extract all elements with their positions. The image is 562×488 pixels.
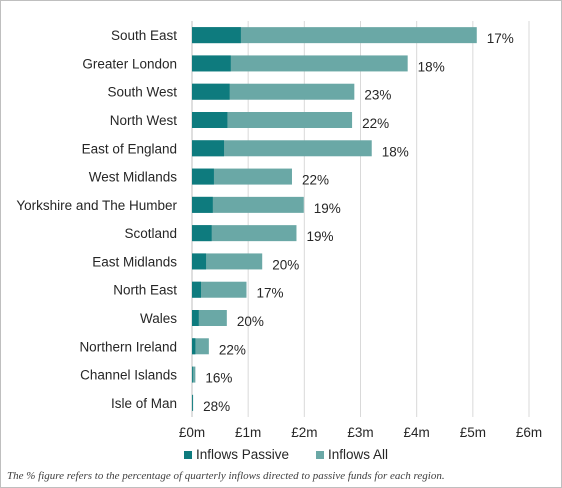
data-label: 28% (203, 399, 230, 414)
footnote: The % figure refers to the percentage of… (7, 470, 445, 482)
bar-inflows-all-west-midlands (192, 168, 292, 185)
bar-inflows-all-south-east (192, 27, 477, 44)
bar-inflows-passive-west-midlands (192, 168, 214, 185)
legend-swatch-inflows-all (316, 451, 324, 459)
bar-inflows-passive-east-of-england (192, 140, 225, 157)
data-label: 20% (237, 314, 264, 329)
category-label: Channel Islands (80, 368, 177, 383)
bar-inflows-passive-east-midlands (192, 253, 207, 270)
category-label: Northern Ireland (79, 339, 177, 354)
bar-chart: South East Greater London South West North … (16, 21, 542, 462)
category-label: South East (111, 28, 177, 43)
category-label: East of England (82, 141, 177, 156)
category-label: West Midlands (89, 170, 178, 185)
x-tick-label: £5m (460, 425, 486, 440)
bar-inflows-passive-isle-of-man (192, 394, 193, 411)
category-label: East Midlands (92, 254, 177, 269)
x-tick-label: £4m (404, 425, 430, 440)
x-tick-label: £0m (179, 425, 205, 440)
data-label: 17% (487, 31, 514, 46)
category-label: Isle of Man (111, 396, 177, 411)
category-label: Scotland (124, 226, 177, 241)
x-tick-label: £2m (291, 425, 317, 440)
legend-label-inflows-passive: Inflows Passive (196, 447, 289, 462)
bar-inflows-all-south-west (192, 83, 355, 100)
data-labels: 17% 18% 23% 22% 18% 22% 19% 19% 20% 17% 20% 22% 16% 2… (203, 31, 514, 414)
category-labels: South East Greater London South West North … (16, 28, 177, 411)
category-label: Yorkshire and The Humber (16, 198, 177, 213)
bar-inflows-all-east-of-england (192, 140, 372, 157)
x-tick-label: £3m (347, 425, 373, 440)
data-label: 19% (314, 201, 341, 216)
bar-inflows-passive-greater-london (192, 55, 231, 72)
x-tick-label: £1m (235, 425, 261, 440)
bar-inflows-all-east-midlands (192, 253, 263, 270)
category-label: Wales (140, 311, 177, 326)
legend-label-inflows-all: Inflows All (328, 447, 388, 462)
legend-swatch-inflows-passive (184, 451, 192, 459)
category-label: North East (113, 283, 177, 298)
bar-inflows-passive-yorkshire-and-the-humber (192, 196, 213, 213)
data-label: 16% (205, 371, 232, 386)
bar-inflows-all-northern-ireland (192, 338, 209, 355)
data-label: 22% (219, 342, 246, 357)
bar-inflows-all-north-east (192, 281, 247, 298)
data-label: 22% (362, 116, 389, 131)
bar-inflows-passive-northern-ireland (192, 338, 196, 355)
category-label: North West (110, 113, 178, 128)
category-label: South West (107, 85, 177, 100)
bar-inflows-all-yorkshire-and-the-humber (192, 196, 304, 213)
data-label: 18% (382, 144, 409, 159)
legend: Inflows Passive Inflows All (184, 447, 388, 462)
category-label: Greater London (82, 56, 177, 71)
data-label: 17% (256, 286, 283, 301)
bar-inflows-passive-north-west (192, 112, 228, 128)
bar-inflows-all-greater-london (192, 55, 408, 72)
data-label: 19% (306, 229, 333, 244)
data-label: 23% (364, 88, 391, 103)
bar-inflows-passive-south-west (192, 83, 230, 100)
bar-inflows-passive-north-east (192, 281, 201, 298)
bar-inflows-passive-south-east (192, 27, 241, 44)
bar-inflows-all-channel-islands (192, 366, 196, 383)
data-label: 18% (418, 59, 445, 74)
bar-inflows-passive-wales (192, 310, 199, 326)
x-tick-label: £6m (516, 425, 542, 440)
bar-inflows-passive-channel-islands (192, 366, 193, 383)
bar-inflows-all-north-west (192, 112, 353, 128)
bar-inflows-passive-scotland (192, 225, 212, 242)
x-tick-labels: £0m £1m £2m £3m £4m £5m £6m (179, 425, 542, 440)
gridlines (191, 21, 530, 417)
bar-inflows-all-wales (192, 310, 227, 326)
bars (192, 27, 477, 411)
data-label: 22% (302, 173, 329, 188)
data-label: 20% (272, 257, 299, 272)
bar-inflows-all-scotland (192, 225, 297, 242)
